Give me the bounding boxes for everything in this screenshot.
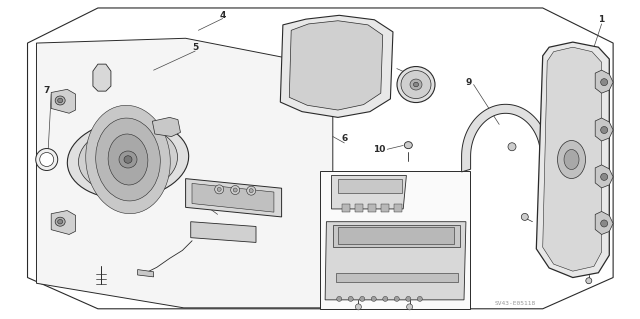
Text: 3: 3 [385,61,392,70]
Polygon shape [595,70,613,93]
Circle shape [601,220,607,227]
Polygon shape [138,270,154,277]
Ellipse shape [58,98,63,103]
Ellipse shape [413,82,419,87]
Circle shape [249,189,253,193]
Ellipse shape [67,120,189,199]
Ellipse shape [55,217,65,226]
Ellipse shape [58,219,63,224]
Polygon shape [536,42,609,278]
Polygon shape [595,211,613,234]
Bar [381,204,388,212]
Ellipse shape [410,79,422,90]
Polygon shape [280,15,393,117]
Circle shape [394,296,399,301]
Circle shape [217,187,221,191]
Polygon shape [186,179,282,217]
Bar [355,204,364,212]
Bar [333,225,460,247]
Polygon shape [543,47,602,271]
Circle shape [360,296,365,301]
Polygon shape [51,211,76,234]
Ellipse shape [108,134,148,185]
Ellipse shape [79,126,177,193]
Polygon shape [152,117,180,137]
Bar [338,227,454,244]
Text: SV43-E05118: SV43-E05118 [495,301,536,306]
Circle shape [348,296,353,301]
Text: 7: 7 [44,86,50,95]
Polygon shape [595,118,613,141]
Circle shape [601,127,607,134]
Ellipse shape [564,150,579,169]
Circle shape [246,186,256,195]
Polygon shape [325,222,466,300]
Circle shape [355,304,362,310]
Circle shape [601,174,607,181]
Ellipse shape [401,70,431,99]
Circle shape [586,278,592,284]
Ellipse shape [86,105,170,214]
Polygon shape [36,38,333,308]
Text: 6: 6 [341,134,348,143]
Circle shape [508,143,516,151]
Polygon shape [289,21,383,110]
Polygon shape [191,222,256,242]
Ellipse shape [95,118,161,201]
Polygon shape [192,183,274,212]
Circle shape [406,296,411,301]
Polygon shape [320,171,470,309]
Circle shape [337,296,342,301]
Text: 5: 5 [192,43,198,52]
Circle shape [230,186,240,195]
Text: 10: 10 [373,145,386,154]
Ellipse shape [397,67,435,102]
Text: 1: 1 [598,15,605,24]
Text: 4: 4 [220,11,226,20]
Circle shape [406,304,413,310]
Circle shape [36,149,58,170]
Polygon shape [595,165,613,188]
Text: 2: 2 [540,228,546,237]
Circle shape [383,296,388,301]
Bar [338,179,402,193]
Ellipse shape [557,140,586,179]
Circle shape [214,185,224,194]
Text: 11: 11 [354,247,367,256]
Bar [368,204,376,212]
Circle shape [40,152,54,167]
Circle shape [601,79,607,86]
Polygon shape [51,89,76,113]
Ellipse shape [124,156,132,163]
Ellipse shape [404,142,412,149]
Text: 9: 9 [466,78,472,87]
Circle shape [233,188,237,192]
Circle shape [371,296,376,301]
Ellipse shape [55,96,65,105]
Ellipse shape [119,151,137,168]
Polygon shape [93,64,111,91]
Polygon shape [332,175,406,209]
Bar [342,204,351,212]
Circle shape [417,296,422,301]
Circle shape [522,213,528,220]
Bar [394,204,402,212]
Bar [336,273,458,282]
Text: 8: 8 [191,193,197,202]
Polygon shape [461,104,550,172]
